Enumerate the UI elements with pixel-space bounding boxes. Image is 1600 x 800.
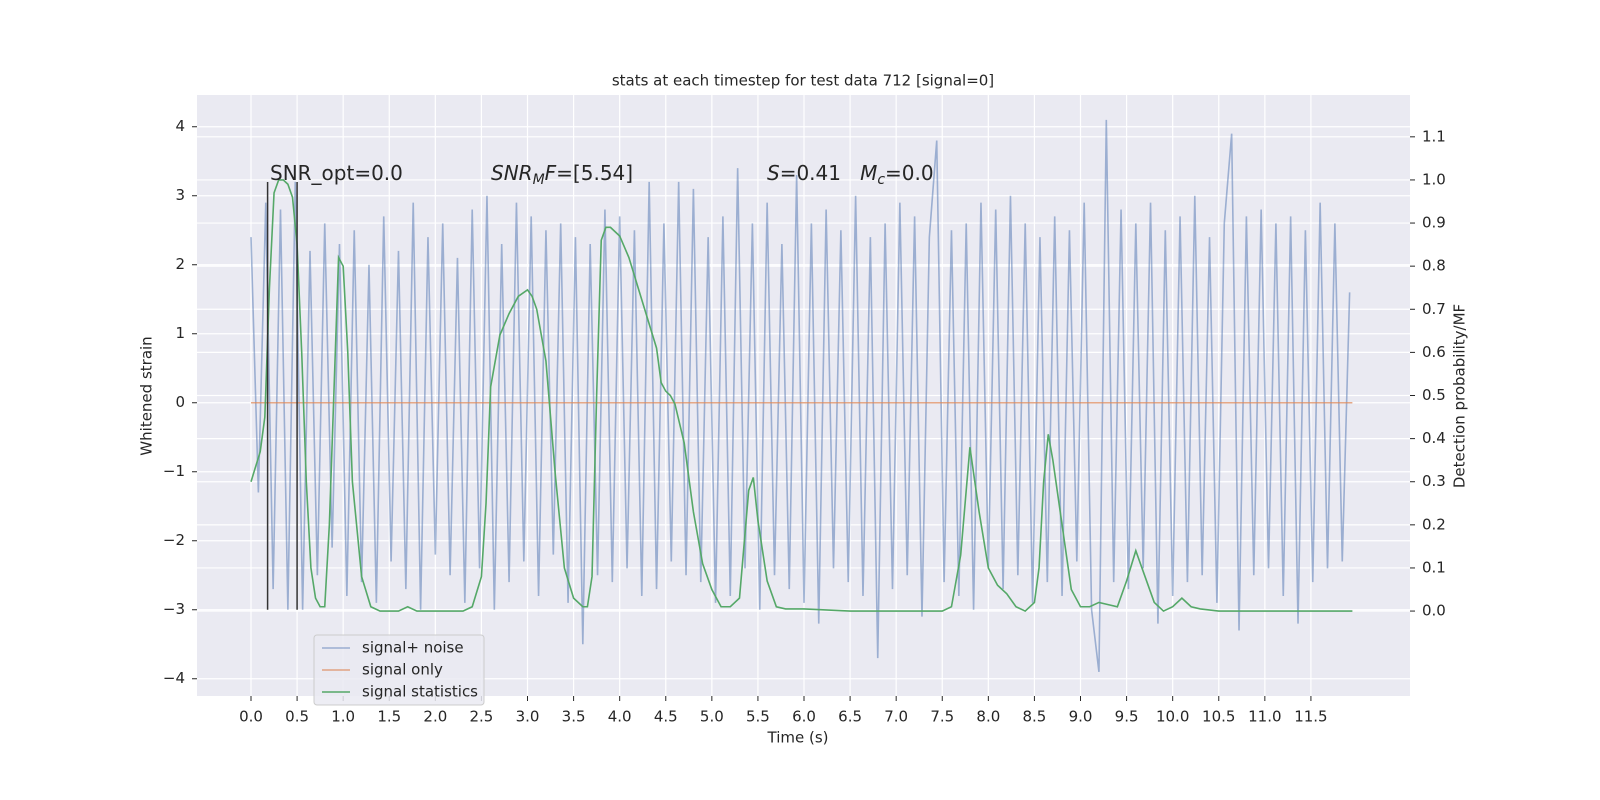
y-tick-label: −2 [163,531,185,549]
x-tick-label: 6.0 [792,708,816,726]
x-tick-label: 6.5 [838,708,862,726]
y-tick-label: −4 [163,669,185,687]
x-tick-label: 7.0 [884,708,908,726]
x-tick-label: 3.5 [562,708,586,726]
x-tick-label: 3.0 [516,708,540,726]
x-tick-label: 8.0 [976,708,1000,726]
x-tick-label: 11.0 [1248,708,1281,726]
y-tick-label: 0 [175,393,185,411]
y2-tick-label: 0.8 [1422,257,1446,275]
legend-label: signal+ noise [362,639,464,657]
y2-tick-label: 1.1 [1422,127,1446,145]
y2-tick-label: 0.6 [1422,343,1446,361]
annotation-part: S [767,161,780,185]
chart-title: stats at each timestep for test data 712… [612,72,994,90]
y-tick-label: 3 [175,186,185,204]
y2-tick-label: 0.7 [1422,300,1446,318]
x-tick-label: 0.5 [285,708,309,726]
series-line [250,179,1353,613]
y-tick-label: 2 [175,255,185,273]
x-tick-label: 4.5 [654,708,678,726]
y2-tick-label: 0.9 [1422,214,1446,232]
annotation: S=0.41 Mc=0.0 [767,161,934,188]
y2-tick-label: 0.0 [1422,602,1446,620]
y-axis-label: Whitened strain [138,336,156,455]
annotation-part: =[5.54] [556,161,633,185]
annotation-part: SNR_opt=0.0 [270,161,403,185]
x-tick-label: 5.0 [700,708,724,726]
legend-label: signal only [362,661,443,679]
x-tick-label: 9.5 [1115,708,1139,726]
annotation-part: c [877,172,885,188]
annotation-part: SNR [491,161,533,185]
annotation-part: =0.41 [780,161,860,185]
annotation-part: M [860,161,877,185]
x-tick-label: 1.5 [377,708,401,726]
y-tick-label: 4 [175,117,185,135]
x-tick-label: 5.5 [746,708,770,726]
x-axis-label: Time (s) [767,729,829,747]
y2-tick-label: 1.0 [1422,170,1446,188]
x-tick-label: 4.0 [608,708,632,726]
y2-tick-label: 0.5 [1422,386,1446,404]
x-tick-label: 10.0 [1156,708,1189,726]
annotation-part: =0.0 [885,161,934,185]
legend-label: signal statistics [362,683,478,701]
x-tick-label: 9.0 [1069,708,1093,726]
y2-tick-label: 0.2 [1422,515,1446,533]
y2-tick-label: 0.4 [1422,429,1446,447]
y-tick-label: −3 [163,600,185,618]
legend: signal+ noise signal only signal statistic… [313,634,485,706]
y2-tick-label: 0.1 [1422,558,1446,576]
annotation-part: M [533,172,545,188]
annotation-part: F [545,161,557,185]
x-tick-label: 0.0 [239,708,263,726]
y2-axis-label: Detection probability/MF [1451,304,1469,488]
y-tick-label: 1 [175,324,185,342]
annotation: SNR_opt=0.0 [270,161,403,185]
x-tick-label: 2.5 [469,708,493,726]
x-tick-label: 11.5 [1294,708,1327,726]
x-tick-label: 1.0 [331,708,355,726]
annotation: SNRMF=[5.54] [491,161,633,188]
legend-box [313,634,485,706]
y2-tick-label: 0.3 [1422,472,1446,490]
y-tick-label: −1 [163,462,185,480]
x-tick-label: 2.0 [423,708,447,726]
x-tick-label: 10.5 [1202,708,1235,726]
x-tick-label: 8.5 [1022,708,1046,726]
series-line [250,119,1351,672]
x-tick-label: 7.5 [930,708,954,726]
